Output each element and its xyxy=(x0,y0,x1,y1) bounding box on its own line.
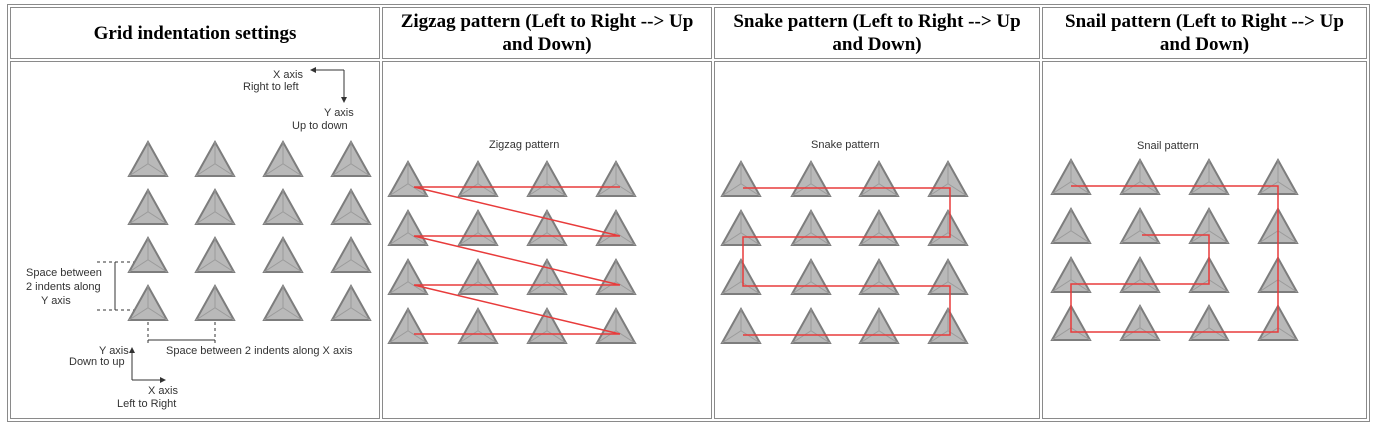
snake-indent-r3c4 xyxy=(927,257,969,295)
grid-settings-cell: X axis Right to left Y axis Up to down S… xyxy=(10,61,380,419)
snail-title: Snail pattern xyxy=(1137,140,1199,152)
grid-indent-r3c4 xyxy=(330,235,372,273)
snake-title: Snake pattern xyxy=(811,139,880,151)
zigzag-indent-r1c1 xyxy=(387,159,429,197)
header-zigzag: Zigzag pattern (Left to Right --> Up and… xyxy=(382,7,712,59)
snake-indent-r1c3 xyxy=(858,159,900,197)
grid-indent-r1c1 xyxy=(127,139,169,177)
snake-indent-r2c3 xyxy=(858,208,900,246)
zigzag-indent-r3c2 xyxy=(457,257,499,295)
snail-indent-r2c1 xyxy=(1050,206,1092,244)
snake-indent-r2c2 xyxy=(790,208,832,246)
space-y-label-2: 2 indents along xyxy=(26,281,101,293)
header-snail: Snail pattern (Left to Right --> Up and … xyxy=(1042,7,1367,59)
grid-indent-r3c1 xyxy=(127,235,169,273)
header-zigzag-text: Zigzag pattern (Left to Right --> Up and… xyxy=(400,11,694,55)
snake-indent-r3c2 xyxy=(790,257,832,295)
header-grid-settings-text: Grid indentation settings xyxy=(93,22,297,44)
zigzag-indent-r2c2 xyxy=(457,208,499,246)
snail-indent-r4c3 xyxy=(1188,303,1230,341)
grid-indent-r4c4 xyxy=(330,283,372,321)
y-axis-bottom-direction: Down to up xyxy=(69,356,125,368)
snail-cell: Snail pattern xyxy=(1042,61,1367,419)
header-snake: Snake pattern (Left to Right --> Up and … xyxy=(714,7,1040,59)
grid-indent-r1c3 xyxy=(262,139,304,177)
zigzag-indent-r4c2 xyxy=(457,306,499,344)
grid-settings-diagram: X axis Right to left Y axis Up to down S… xyxy=(26,67,372,410)
space-x-label: Space between 2 indents along X axis xyxy=(166,345,353,357)
header-row: Grid indentation settings Zigzag pattern… xyxy=(10,7,1367,59)
space-y-label-3: Y axis xyxy=(41,295,71,307)
snail-indent-r4c2 xyxy=(1119,303,1161,341)
patterns-table: Grid indentation settings Zigzag pattern… xyxy=(7,4,1370,422)
snail-indent-r1c1 xyxy=(1050,157,1092,195)
snake-indent-grid xyxy=(720,159,969,344)
snake-indent-r4c2 xyxy=(790,306,832,344)
grid-indent-r3c3 xyxy=(262,235,304,273)
x-axis-top-label: X axis xyxy=(273,69,303,81)
snail-path xyxy=(1070,185,1279,333)
indent-grid xyxy=(127,139,372,321)
zigzag-diagram: Zigzag pattern xyxy=(387,139,637,344)
snake-diagram: Snake pattern xyxy=(720,139,969,344)
snake-path xyxy=(742,187,951,336)
snail-indent-r1c3 xyxy=(1188,157,1230,195)
snake-cell: Snake pattern xyxy=(714,61,1040,419)
zigzag-indent-r3c1 xyxy=(387,257,429,295)
space-y-label-1: Space between xyxy=(26,267,102,279)
snake-indent-r3c1 xyxy=(720,257,762,295)
snail-indent-r2c2 xyxy=(1119,206,1161,244)
zigzag-indent-r1c4 xyxy=(595,159,637,197)
x-axis-top-direction: Right to left xyxy=(243,81,299,93)
spacing-guides xyxy=(97,261,216,345)
zigzag-indent-r4c4 xyxy=(595,306,637,344)
snake-indent-r4c3 xyxy=(858,306,900,344)
snake-indent-r1c1 xyxy=(720,159,762,197)
grid-indent-r4c2 xyxy=(194,283,236,321)
grid-indent-r2c4 xyxy=(330,187,372,225)
zigzag-indent-r1c3 xyxy=(526,159,568,197)
zigzag-indent-r2c4 xyxy=(595,208,637,246)
zigzag-indent-r2c1 xyxy=(387,208,429,246)
grid-indent-r2c3 xyxy=(262,187,304,225)
grid-indent-r1c4 xyxy=(330,139,372,177)
zigzag-title: Zigzag pattern xyxy=(489,139,559,151)
snake-indent-r1c4 xyxy=(927,159,969,197)
snail-indent-grid xyxy=(1050,157,1299,341)
x-axis-bottom-direction: Left to Right xyxy=(117,398,176,410)
snake-indent-r3c3 xyxy=(858,257,900,295)
snake-indent-r2c1 xyxy=(720,208,762,246)
y-axis-top-label: Y axis xyxy=(324,107,354,119)
grid-indent-r4c3 xyxy=(262,283,304,321)
y-axis-top-direction: Up to down xyxy=(292,120,348,132)
body-row: X axis Right to left Y axis Up to down S… xyxy=(10,61,1367,419)
zigzag-indent-r4c1 xyxy=(387,306,429,344)
y-axis-bottom-label: Y axis xyxy=(99,345,129,357)
snake-indent-r4c4 xyxy=(927,306,969,344)
grid-indent-r1c2 xyxy=(194,139,236,177)
zigzag-indent-r1c2 xyxy=(457,159,499,197)
snake-indent-r4c1 xyxy=(720,306,762,344)
header-snail-text: Snail pattern (Left to Right --> Up and … xyxy=(1065,11,1344,55)
snail-indent-r3c2 xyxy=(1119,255,1161,293)
snake-indent-r1c2 xyxy=(790,159,832,197)
zigzag-cell: Zigzag pattern xyxy=(382,61,712,419)
zigzag-path xyxy=(413,186,621,335)
zigzag-indent-r3c4 xyxy=(595,257,637,295)
snake-indent-r2c4 xyxy=(927,208,969,246)
header-snake-text: Snake pattern (Left to Right --> Up and … xyxy=(733,11,1021,55)
grid-indent-r4c1 xyxy=(127,283,169,321)
grid-indent-r2c1 xyxy=(127,187,169,225)
grid-indent-r2c2 xyxy=(194,187,236,225)
grid-indent-r3c2 xyxy=(194,235,236,273)
header-grid-settings: Grid indentation settings xyxy=(10,7,380,59)
snail-diagram: Snail pattern xyxy=(1050,140,1299,341)
snail-indent-r1c2 xyxy=(1119,157,1161,195)
x-axis-bottom-label: X axis xyxy=(148,385,178,397)
